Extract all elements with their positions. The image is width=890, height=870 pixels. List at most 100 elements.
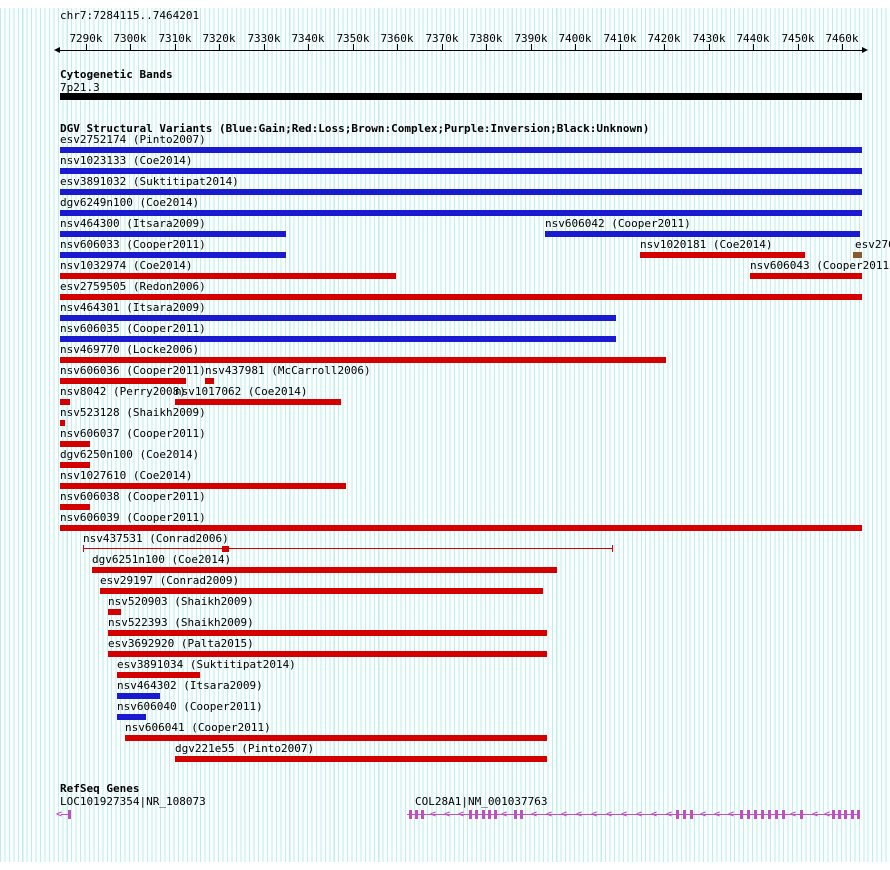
variant-label[interactable]: esv276 (855, 238, 890, 251)
variant-bar[interactable] (205, 378, 214, 384)
variant-label[interactable]: nsv1032974 (Coe2014) (60, 259, 193, 272)
variant-label[interactable]: nsv437981 (McCarroll2006) (205, 364, 371, 377)
variant-bar[interactable] (108, 630, 547, 636)
variant-label[interactable]: nsv606040 (Cooper2011) (117, 700, 263, 713)
variant-label[interactable]: nsv464302 (Itsara2009) (117, 679, 263, 692)
gene-exon[interactable] (844, 810, 847, 819)
variant-bar[interactable] (60, 168, 862, 174)
variant-bar[interactable] (545, 231, 860, 237)
gene-exon[interactable] (838, 810, 841, 819)
gene-exon[interactable] (68, 810, 71, 819)
variant-label[interactable]: nsv606043 (Cooper2011) (750, 259, 890, 272)
variant-bar[interactable] (60, 483, 346, 489)
gene-exon[interactable] (475, 810, 478, 819)
variant-label[interactable]: dgv221e55 (Pinto2007) (175, 742, 315, 755)
gene-exon[interactable] (782, 810, 785, 819)
variant-label[interactable]: nsv464300 (Itsara2009) (60, 217, 206, 230)
variant-label[interactable]: esv29197 (Conrad2009) (100, 574, 240, 587)
variant-label[interactable]: nsv1020181 (Coe2014) (640, 238, 773, 251)
variant-bar[interactable] (117, 714, 146, 720)
variant-label[interactable]: dgv6250n100 (Coe2014) (60, 448, 200, 461)
variant-label[interactable]: nsv1017062 (Coe2014) (175, 385, 308, 398)
gene-exon[interactable] (761, 810, 764, 819)
variant-bar[interactable] (750, 273, 862, 279)
gene-line[interactable] (407, 814, 860, 815)
variant-label[interactable]: nsv1023133 (Coe2014) (60, 154, 193, 167)
variant-label[interactable]: nsv522393 (Shaikh2009) (108, 616, 254, 629)
variant-bar[interactable] (853, 252, 862, 258)
gene-exon[interactable] (832, 810, 835, 819)
variant-label[interactable]: dgv6249n100 (Coe2014) (60, 196, 200, 209)
variant-label[interactable]: nsv606033 (Cooper2011) (60, 238, 206, 251)
variant-label[interactable]: nsv464301 (Itsara2009) (60, 301, 206, 314)
variant-bar[interactable] (60, 357, 666, 363)
variant-label[interactable]: esv3891034 (Suktitipat2014) (117, 658, 296, 671)
gene-exon[interactable] (494, 810, 497, 819)
variant-label[interactable]: nsv1027610 (Coe2014) (60, 469, 193, 482)
gene-label[interactable]: LOC101927354|NR_108073 (60, 795, 206, 808)
variant-label[interactable]: esv2759505 (Redon2006) (60, 280, 206, 293)
gene-exon[interactable] (482, 810, 485, 819)
variant-bar[interactable] (60, 525, 862, 531)
variant-label[interactable]: dgv6251n100 (Coe2014) (92, 553, 232, 566)
variant-label[interactable]: esv2752174 (Pinto2007) (60, 133, 206, 146)
gene-exon[interactable] (851, 810, 854, 819)
cytoband-bar[interactable] (60, 93, 862, 100)
variant-bar[interactable] (125, 735, 547, 741)
variant-bar[interactable] (117, 672, 200, 678)
cytoband-label[interactable]: 7p21.3 (60, 81, 100, 94)
variant-bar[interactable] (100, 588, 543, 594)
variant-bar[interactable] (60, 420, 65, 426)
variant-bar[interactable] (60, 273, 396, 279)
variant-label[interactable]: nsv520903 (Shaikh2009) (108, 595, 254, 608)
variant-label[interactable]: nsv606039 (Cooper2011) (60, 511, 206, 524)
gene-exon[interactable] (754, 810, 757, 819)
variant-bar[interactable] (60, 294, 862, 300)
variant-bar[interactable] (175, 399, 341, 405)
variant-bar[interactable] (60, 147, 862, 153)
variant-bar[interactable] (60, 462, 90, 468)
variant-label[interactable]: nsv606041 (Cooper2011) (125, 721, 271, 734)
gene-exon[interactable] (857, 810, 860, 819)
variant-label[interactable]: esv3891032 (Suktitipat2014) (60, 175, 239, 188)
gene-exon[interactable] (747, 810, 750, 819)
gene-exon[interactable] (775, 810, 778, 819)
variant-bar[interactable] (640, 252, 805, 258)
variant-bar[interactable] (60, 189, 862, 195)
variant-bar[interactable] (60, 336, 616, 342)
variant-label[interactable]: nsv437531 (Conrad2006) (83, 532, 229, 545)
variant-bar[interactable] (60, 210, 862, 216)
gene-exon[interactable] (740, 810, 743, 819)
gene-exon[interactable] (421, 810, 424, 819)
gene-exon[interactable] (488, 810, 491, 819)
gene-label[interactable]: COL28A1|NM_001037763 (415, 795, 548, 808)
variant-bar[interactable] (60, 399, 70, 405)
variant-label[interactable]: nsv523128 (Shaikh2009) (60, 406, 206, 419)
variant-label[interactable]: nsv606035 (Cooper2011) (60, 322, 206, 335)
variant-label[interactable]: nsv606042 (Cooper2011) (545, 217, 691, 230)
variant-bar[interactable] (92, 567, 557, 573)
gene-exon[interactable] (514, 810, 517, 819)
gene-exon[interactable] (676, 810, 679, 819)
variant-bar[interactable] (60, 252, 286, 258)
variant-label[interactable]: nsv606037 (Cooper2011) (60, 427, 206, 440)
variant-bar[interactable] (60, 504, 90, 510)
variant-span-box[interactable] (222, 546, 229, 552)
variant-bar[interactable] (60, 315, 616, 321)
gene-exon[interactable] (800, 810, 803, 819)
gene-exon[interactable] (409, 810, 412, 819)
variant-bar[interactable] (60, 441, 90, 447)
gene-exon[interactable] (469, 810, 472, 819)
variant-bar[interactable] (175, 756, 547, 762)
variant-label[interactable]: nsv8042 (Perry2008) (60, 385, 186, 398)
variant-label[interactable]: nsv606038 (Cooper2011) (60, 490, 206, 503)
variant-bar[interactable] (60, 378, 186, 384)
variant-bar[interactable] (108, 609, 121, 615)
variant-bar[interactable] (108, 651, 547, 657)
variant-bar[interactable] (60, 231, 286, 237)
variant-bar[interactable] (117, 693, 160, 699)
variant-label[interactable]: nsv606036 (Cooper2011) (60, 364, 206, 377)
variant-label[interactable]: esv3692920 (Palta2015) (108, 637, 254, 650)
variant-label[interactable]: nsv469770 (Locke2006) (60, 343, 200, 356)
gene-exon[interactable] (683, 810, 686, 819)
